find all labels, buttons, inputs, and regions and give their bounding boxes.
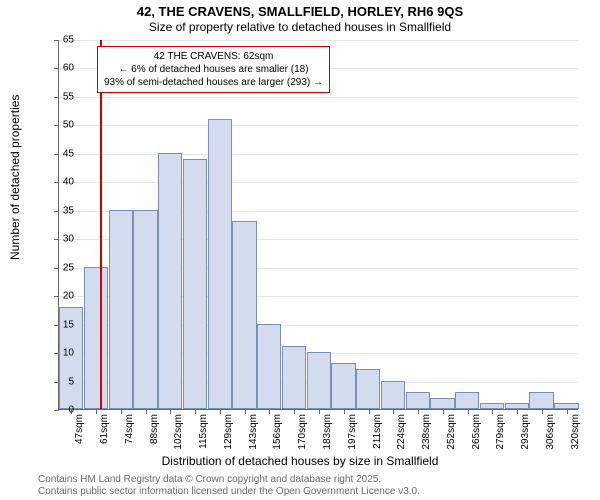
xtick-label: 238sqm bbox=[421, 414, 432, 450]
histogram-bar bbox=[307, 352, 331, 409]
xtick-mark bbox=[195, 409, 196, 414]
ytick-label: 25 bbox=[46, 262, 74, 273]
histogram-bar bbox=[406, 392, 430, 409]
ytick-label: 45 bbox=[46, 148, 74, 159]
xtick-label: 74sqm bbox=[124, 414, 135, 444]
xtick-mark bbox=[567, 409, 568, 414]
xtick-mark bbox=[121, 409, 122, 414]
histogram-bar bbox=[133, 210, 157, 409]
xtick-label: 293sqm bbox=[520, 414, 531, 450]
xtick-mark bbox=[517, 409, 518, 414]
xtick-mark bbox=[245, 409, 246, 414]
chart-title: 42, THE CRAVENS, SMALLFIELD, HORLEY, RH6… bbox=[0, 4, 600, 19]
ytick-label: 55 bbox=[46, 91, 74, 102]
ytick-label: 50 bbox=[46, 120, 74, 131]
histogram-bar bbox=[158, 153, 182, 409]
gridline bbox=[59, 182, 578, 183]
footer-attribution: Contains HM Land Registry data © Crown c… bbox=[38, 474, 420, 498]
footer-line-1: Contains HM Land Registry data © Crown c… bbox=[38, 474, 420, 486]
histogram-bar bbox=[183, 159, 207, 409]
x-axis-label: Distribution of detached houses by size … bbox=[0, 454, 600, 468]
chart-container: 42, THE CRAVENS, SMALLFIELD, HORLEY, RH6… bbox=[0, 0, 600, 500]
xtick-label: 115sqm bbox=[198, 414, 209, 449]
xtick-label: 88sqm bbox=[149, 414, 160, 444]
xtick-label: 306sqm bbox=[545, 414, 556, 450]
gridline bbox=[59, 125, 578, 126]
histogram-bar bbox=[84, 267, 108, 409]
xtick-label: 102sqm bbox=[173, 414, 184, 450]
xtick-label: 279sqm bbox=[495, 414, 506, 450]
ytick-label: 40 bbox=[46, 177, 74, 188]
histogram-bar bbox=[257, 324, 281, 409]
ytick-label: 35 bbox=[46, 205, 74, 216]
histogram-bar bbox=[208, 119, 232, 409]
xtick-label: 265sqm bbox=[471, 414, 482, 450]
xtick-mark bbox=[418, 409, 419, 414]
xtick-mark bbox=[344, 409, 345, 414]
xtick-label: 183sqm bbox=[322, 414, 333, 450]
xtick-mark bbox=[369, 409, 370, 414]
gridline bbox=[59, 97, 578, 98]
xtick-label: 143sqm bbox=[248, 414, 259, 450]
xtick-mark bbox=[319, 409, 320, 414]
ytick-label: 30 bbox=[46, 234, 74, 245]
chart-subtitle: Size of property relative to detached ho… bbox=[0, 20, 600, 34]
histogram-bar bbox=[331, 363, 355, 409]
xtick-label: 47sqm bbox=[74, 414, 85, 444]
marker-line bbox=[100, 40, 102, 409]
histogram-bar bbox=[529, 392, 553, 409]
annotation-line-1: 42 THE CRAVENS: 62sqm bbox=[104, 50, 323, 63]
xtick-mark bbox=[269, 409, 270, 414]
histogram-bar bbox=[381, 381, 405, 409]
histogram-bar bbox=[232, 221, 256, 409]
xtick-label: 320sqm bbox=[570, 414, 581, 450]
xtick-mark bbox=[220, 409, 221, 414]
ytick-label: 65 bbox=[46, 35, 74, 46]
y-axis-label: Number of detached properties bbox=[8, 95, 22, 260]
annotation-line-3: 93% of semi-detached houses are larger (… bbox=[104, 76, 323, 89]
xtick-label: 252sqm bbox=[446, 414, 457, 450]
ytick-label: 60 bbox=[46, 63, 74, 74]
gridline bbox=[59, 40, 578, 41]
ytick-label: 5 bbox=[46, 376, 74, 387]
xtick-mark bbox=[542, 409, 543, 414]
xtick-label: 224sqm bbox=[396, 414, 407, 450]
plot-area: 47sqm61sqm74sqm88sqm102sqm115sqm129sqm14… bbox=[58, 40, 578, 410]
ytick-label: 20 bbox=[46, 291, 74, 302]
xtick-label: 129sqm bbox=[223, 414, 234, 450]
ytick-label: 10 bbox=[46, 348, 74, 359]
xtick-mark bbox=[170, 409, 171, 414]
xtick-label: 156sqm bbox=[272, 414, 283, 450]
xtick-mark bbox=[443, 409, 444, 414]
annotation-line-2: ← 6% of detached houses are smaller (18) bbox=[104, 63, 323, 76]
xtick-mark bbox=[468, 409, 469, 414]
histogram-bar bbox=[282, 346, 306, 409]
xtick-label: 61sqm bbox=[99, 414, 110, 444]
xtick-label: 170sqm bbox=[297, 414, 308, 450]
xtick-mark bbox=[492, 409, 493, 414]
gridline bbox=[59, 154, 578, 155]
xtick-label: 211sqm bbox=[372, 414, 383, 449]
ytick-label: 0 bbox=[46, 405, 74, 416]
xtick-label: 197sqm bbox=[347, 414, 358, 450]
xtick-mark bbox=[294, 409, 295, 414]
annotation-box: 42 THE CRAVENS: 62sqm ← 6% of detached h… bbox=[97, 46, 330, 93]
xtick-mark bbox=[96, 409, 97, 414]
xtick-mark bbox=[146, 409, 147, 414]
histogram-bar bbox=[455, 392, 479, 409]
xtick-mark bbox=[393, 409, 394, 414]
histogram-bar bbox=[109, 210, 133, 409]
histogram-bar bbox=[430, 398, 454, 409]
footer-line-2: Contains public sector information licen… bbox=[38, 486, 420, 498]
ytick-label: 15 bbox=[46, 319, 74, 330]
histogram-bar bbox=[356, 369, 380, 409]
